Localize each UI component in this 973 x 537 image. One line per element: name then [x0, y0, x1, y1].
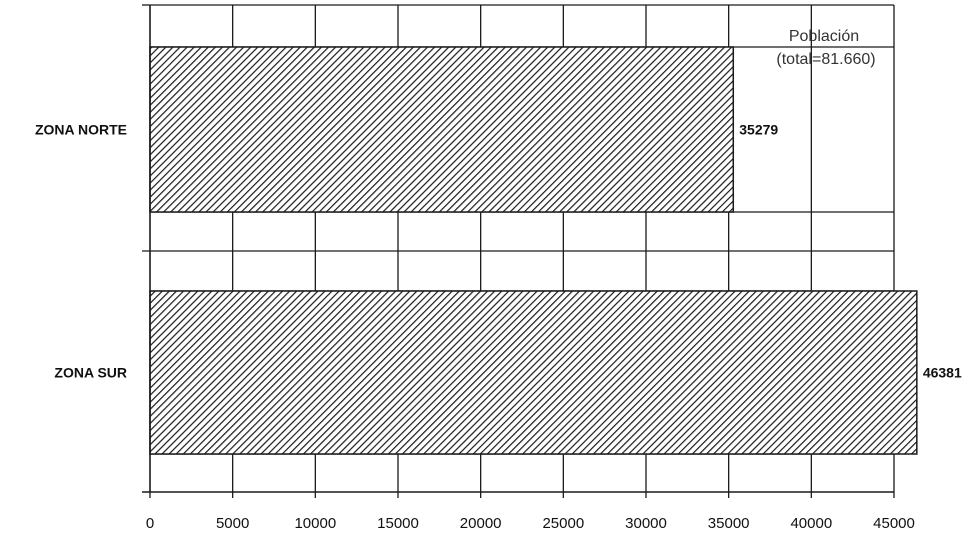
x-axis: 0 5000 10000 15000 20000 25000 30000 35000 40000…: [142, 4, 915, 532]
x-tick-label: 40000: [790, 515, 832, 532]
x-tick-label: 20000: [460, 515, 502, 532]
x-tick-label: 10000: [294, 515, 336, 532]
x-tick-label: 35000: [708, 515, 750, 532]
x-tick-label: 45000: [873, 515, 915, 532]
legend-line-2: (total=81.660): [776, 51, 875, 68]
legend: Población (total=81.660): [776, 28, 875, 68]
x-tick-label: 0: [146, 515, 154, 532]
bars: [149, 46, 918, 455]
category-label: ZONA SUR: [54, 365, 127, 381]
bar-zona-sur: [149, 290, 918, 455]
x-tick-label: 30000: [625, 515, 667, 532]
labels: ZONA NORTE ZONA SUR 35279 46381: [35, 122, 962, 381]
legend-line-1: Población: [789, 28, 859, 45]
x-tick-label: 25000: [542, 515, 584, 532]
x-tick-label: 15000: [377, 515, 419, 532]
bar-zona-norte: [149, 46, 735, 213]
category-label: ZONA NORTE: [35, 122, 127, 138]
data-label: 46381: [923, 365, 962, 381]
data-label: 35279: [739, 122, 778, 138]
x-tick-label: 5000: [216, 515, 249, 532]
